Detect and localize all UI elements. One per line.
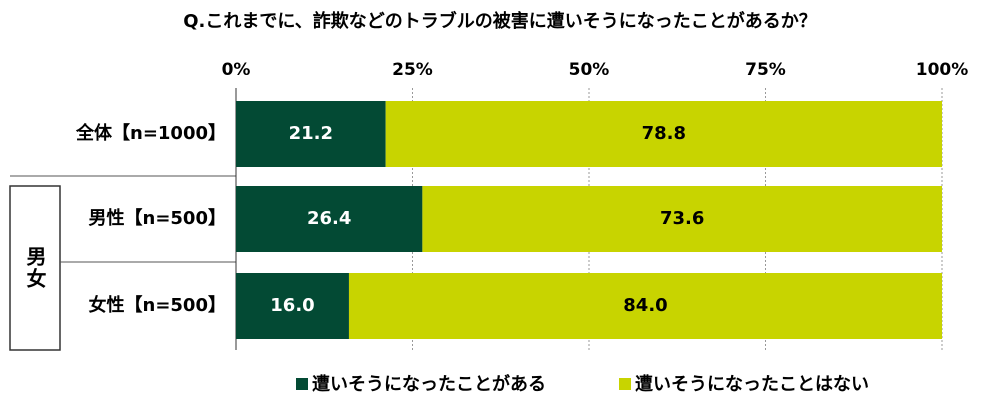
y-tick-label: 男性【n=500】: [89, 207, 226, 229]
group-label: 男女: [23, 246, 47, 290]
group-box: [9, 185, 61, 351]
value-label: 73.6: [660, 208, 704, 229]
value-label: 84.0: [623, 295, 667, 316]
chart-title: Q.これまでに、詐欺などのトラブルの被害に遭いそうになったことがあるか？: [183, 10, 817, 32]
bar-segment: [422, 186, 942, 252]
bar-segment: [236, 273, 349, 339]
bar-segment: [385, 101, 942, 167]
value-label: 21.2: [289, 123, 333, 144]
bar-segment: [348, 273, 943, 339]
y-tick-label: 全体【n=1000】: [75, 122, 226, 144]
value-label: 78.8: [642, 123, 686, 144]
bar-segment: [236, 186, 423, 252]
legend-label: 遭いそうになったことはない: [635, 374, 869, 395]
legend-swatch: [296, 378, 308, 390]
x-tick-label: 100%: [916, 60, 969, 80]
bar-segment: [236, 101, 386, 167]
value-label: 26.4: [307, 208, 351, 229]
legend-swatch: [619, 378, 631, 390]
y-tick-label: 女性【n=500】: [89, 294, 226, 316]
x-tick-label: 25%: [392, 60, 433, 80]
x-tick-label: 75%: [745, 60, 786, 80]
x-tick-label: 0%: [222, 60, 251, 80]
value-label: 16.0: [270, 295, 314, 316]
legend-label: 遭いそうになったことがある: [312, 373, 546, 395]
x-tick-label: 50%: [569, 60, 610, 80]
